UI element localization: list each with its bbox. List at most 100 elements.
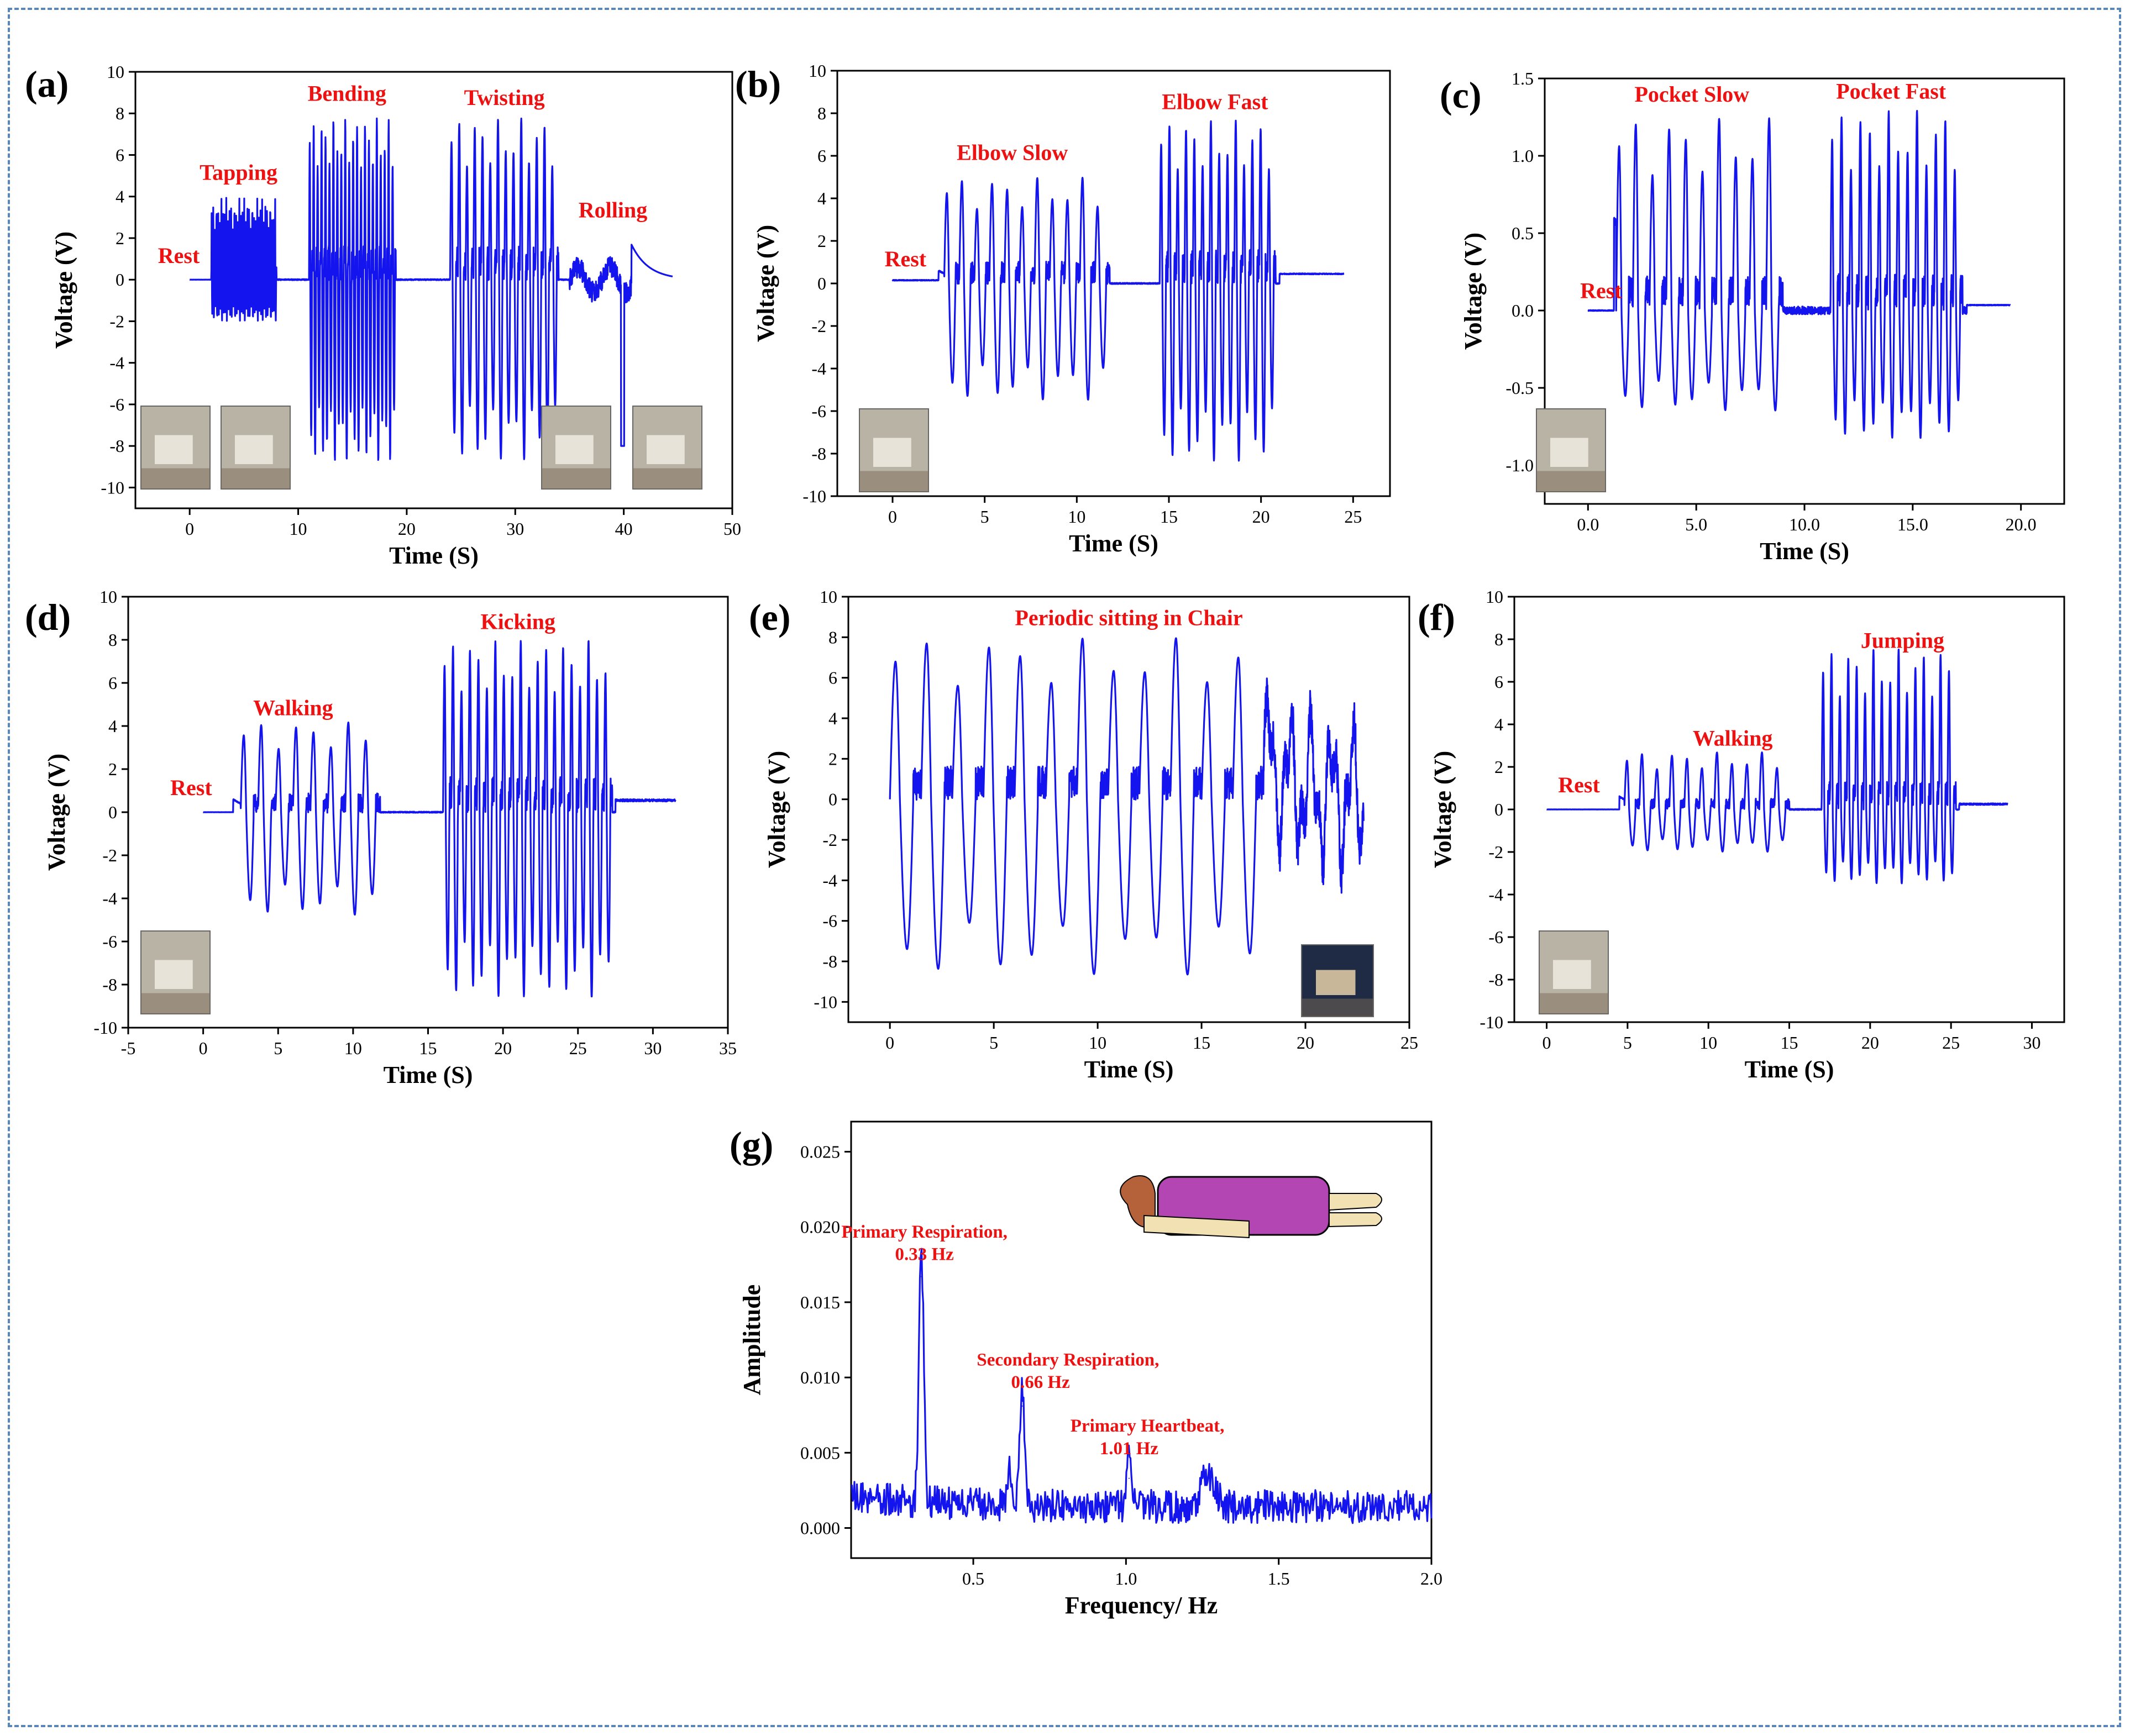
annotation-label: Periodic sitting in Chair xyxy=(1015,605,1242,630)
y-tick-label: 0.000 xyxy=(800,1518,840,1538)
y-tick-label: 0.020 xyxy=(800,1217,840,1237)
signal-trace xyxy=(202,640,676,998)
annotation-label: Walking xyxy=(1693,726,1773,751)
x-tick-label: 10 xyxy=(1068,507,1085,527)
y-tick-label: 2 xyxy=(108,759,117,779)
x-axis-title: Time (S) xyxy=(1760,538,1849,565)
x-tick-label: 5 xyxy=(980,507,989,527)
panel-label-e: (e) xyxy=(749,596,790,638)
x-tick-label: 10 xyxy=(1699,1033,1717,1053)
annotation-label: 1.01 Hz xyxy=(1100,1439,1158,1459)
y-tick-label: -4 xyxy=(109,353,124,373)
y-tick-label: 0.005 xyxy=(800,1443,840,1463)
signal-trace xyxy=(1587,110,2011,439)
y-tick-label: 10 xyxy=(809,61,826,81)
x-tick-label: 25 xyxy=(1942,1033,1960,1053)
inset-photo xyxy=(541,406,611,490)
x-tick-label: 15 xyxy=(1781,1033,1798,1053)
annotation-label: Rest xyxy=(170,775,212,800)
annotation-label: Rest xyxy=(885,246,927,271)
x-tick-label: 15.0 xyxy=(1897,514,1928,534)
annotation-label: Primary Heartbeat, xyxy=(1071,1416,1225,1436)
annotation-label: Rolling xyxy=(579,197,647,222)
x-tick-label: 25 xyxy=(1344,507,1362,527)
signal-trace xyxy=(1546,649,2008,885)
annotation-label: Kicking xyxy=(480,609,555,634)
y-axis-title: Voltage (V) xyxy=(1460,233,1487,350)
inset-photo xyxy=(859,408,929,492)
y-tick-label: 0 xyxy=(828,790,837,809)
y-tick-label: 2 xyxy=(1494,757,1503,777)
x-tick-label: 20 xyxy=(494,1038,512,1058)
signal-trace xyxy=(891,119,1345,462)
annotation-label: 0.66 Hz xyxy=(1011,1372,1069,1392)
x-tick-label: 1.5 xyxy=(1268,1569,1290,1588)
y-tick-label: -8 xyxy=(102,975,117,995)
y-tick-label: 6 xyxy=(116,145,124,165)
x-tick-label: 15 xyxy=(419,1038,437,1058)
y-axis-title: Voltage (V) xyxy=(752,225,779,342)
y-tick-label: -1.0 xyxy=(1505,455,1534,475)
x-tick-label: 30 xyxy=(644,1038,662,1058)
y-tick-label: -6 xyxy=(102,932,117,951)
y-tick-label: -8 xyxy=(109,436,124,456)
annotation-label: Rest xyxy=(1580,278,1622,303)
y-tick-label: 4 xyxy=(108,716,117,736)
y-tick-label: -4 xyxy=(1488,885,1503,904)
y-tick-label: 0.5 xyxy=(1512,223,1534,243)
x-tick-label: 30 xyxy=(506,519,524,539)
x-tick-label: 20 xyxy=(1297,1033,1314,1053)
y-axis-title: Voltage (V) xyxy=(1429,751,1456,868)
panel-label-g: (g) xyxy=(730,1124,773,1166)
y-tick-label: 10 xyxy=(99,587,117,607)
x-axis-title: Frequency/ Hz xyxy=(1065,1592,1218,1619)
x-tick-label: 0.5 xyxy=(962,1569,984,1588)
y-tick-label: -8 xyxy=(822,951,837,971)
y-tick-label: -4 xyxy=(822,870,837,890)
x-tick-label: 5.0 xyxy=(1685,514,1707,534)
y-tick-label: -10 xyxy=(814,992,837,1012)
y-tick-label: -10 xyxy=(802,486,826,506)
panel-c: (c) 0.0 5.0 10.0 15.0 20.0 -1.0 -0.5 0.0 0.5 1.0 1.… xyxy=(1440,69,2065,565)
y-tick-label: -6 xyxy=(1488,927,1503,947)
panel-label-b: (b) xyxy=(735,63,781,105)
y-tick-label: 8 xyxy=(817,103,826,123)
panel-g: (g) 0.5 1.0 1.5 2.0 0.000 0.005 0.010 0.015 0.020… xyxy=(730,1120,1442,1619)
inset-photo xyxy=(1539,930,1609,1014)
y-tick-label: -2 xyxy=(822,830,837,850)
y-tick-label: 0 xyxy=(108,802,117,822)
x-tick-label: 2.0 xyxy=(1420,1569,1442,1588)
annotation-label: Elbow Fast xyxy=(1162,89,1268,114)
inset-photo xyxy=(140,406,211,490)
y-tick-label: 6 xyxy=(1494,672,1503,692)
y-tick-label: 0.015 xyxy=(800,1292,840,1312)
y-tick-label: 0 xyxy=(817,273,826,293)
y-tick-label: 6 xyxy=(108,673,117,693)
inset-photo xyxy=(632,406,702,490)
x-tick-label: 5 xyxy=(989,1033,998,1053)
y-tick-label: 0 xyxy=(1494,799,1503,819)
annotation-label: Rest xyxy=(158,243,200,268)
y-tick-label: 8 xyxy=(108,630,117,650)
y-tick-label: 0.025 xyxy=(800,1141,840,1161)
panel-label-a: (a) xyxy=(25,63,69,105)
x-axis-title: Time (S) xyxy=(384,1061,473,1088)
axes-box xyxy=(1544,77,2065,505)
panel-label-f: (f) xyxy=(1418,596,1455,638)
x-tick-label: 20.0 xyxy=(2006,514,2037,534)
y-tick-label: -10 xyxy=(1480,1012,1503,1032)
x-axis-title: Time (S) xyxy=(389,542,479,569)
y-tick-label: 2 xyxy=(828,749,837,769)
x-tick-label: 25 xyxy=(569,1038,587,1058)
x-tick-label: 5 xyxy=(1623,1033,1632,1053)
annotation-label: Pocket Fast xyxy=(1836,78,1947,103)
x-tick-label: 15 xyxy=(1160,507,1178,527)
y-tick-label: 10 xyxy=(820,587,837,607)
y-tick-label: 4 xyxy=(817,188,826,208)
x-tick-label: 20 xyxy=(398,519,416,539)
inset-photo xyxy=(140,930,211,1014)
x-tick-label: 40 xyxy=(615,519,633,539)
y-tick-label: 8 xyxy=(828,627,837,647)
y-tick-label: 6 xyxy=(828,668,837,688)
annotation-label: Secondary Respiration, xyxy=(977,1350,1159,1370)
